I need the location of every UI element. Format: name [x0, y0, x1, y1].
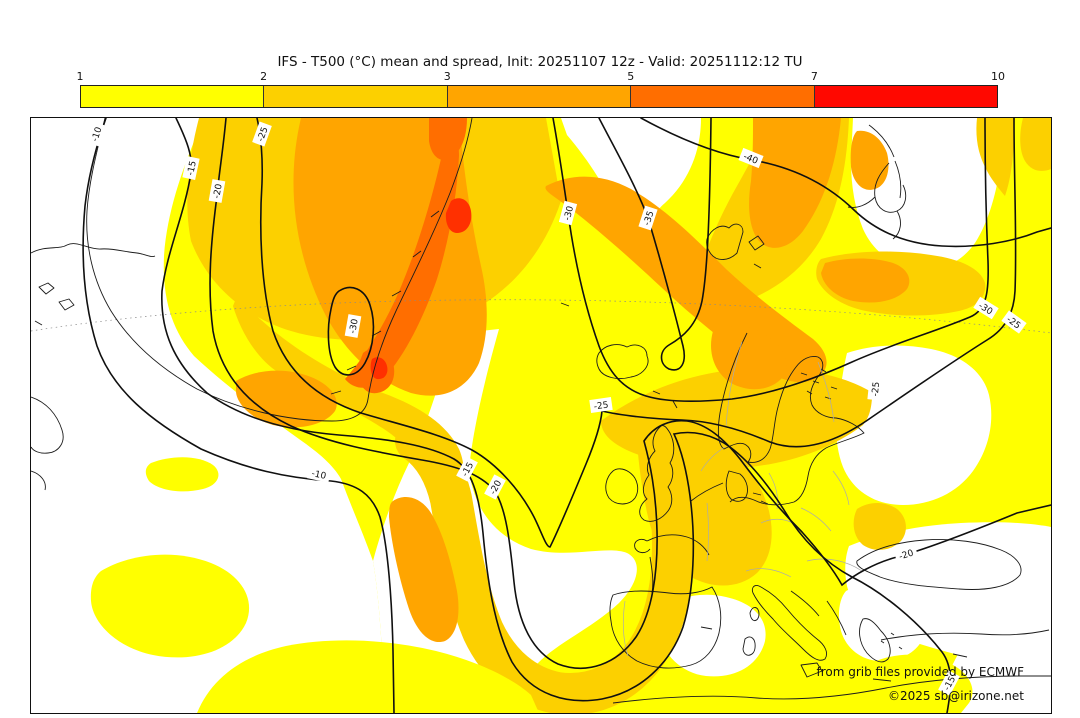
contour-minus-20 — [209, 118, 1051, 669]
contour-minus-15 — [161, 118, 952, 713]
colorbar-tick: 10 — [991, 70, 1005, 83]
colorbar-tick: 5 — [627, 70, 635, 83]
contour-label: -20 — [893, 544, 919, 564]
svg-text:-25: -25 — [871, 381, 882, 397]
contour-minus-40 — [640, 118, 1051, 248]
svg-text:-35: -35 — [642, 210, 656, 227]
svg-text:-30: -30 — [348, 318, 360, 334]
contour-label-layer: -10-15-20-25-30-30 -35-40-25-10 -15-20-25-… — [86, 121, 1027, 696]
contour-label: -25 — [867, 377, 883, 401]
colorbar: 1 2 3 5 7 10 — [77, 70, 1005, 108]
attribution-copyright: ©2025 sb@irizone.net — [888, 689, 1024, 703]
svg-text:-10: -10 — [90, 126, 104, 143]
contour-minus-30 — [552, 118, 990, 403]
contour-label: -30 — [344, 314, 362, 338]
svg-text:-20: -20 — [898, 548, 915, 562]
contour-label: -25 — [589, 397, 613, 413]
colorbar-tick: 7 — [810, 70, 818, 83]
colorbar-tick: 3 — [443, 70, 451, 83]
contour-label: -30 — [558, 200, 578, 226]
colorbar-tick: 1 — [76, 70, 84, 83]
colorbar-tick: 2 — [260, 70, 268, 83]
contour-label: -10 — [86, 121, 106, 147]
contour-label: -15 — [182, 155, 200, 181]
contour-minus-10 — [82, 118, 395, 713]
svg-text:-25: -25 — [593, 401, 609, 413]
country-border-layer — [622, 341, 863, 657]
svg-text:-15: -15 — [186, 160, 199, 176]
contour-label: -25 — [252, 121, 272, 147]
svg-text:-20: -20 — [212, 183, 224, 199]
page-title: IFS - T500 (°C) mean and spread, Init: 2… — [277, 54, 803, 70]
svg-text:-25: -25 — [256, 126, 270, 143]
contour-label: -10 — [306, 465, 332, 483]
map-panel: -10 -15 -20 -25 -30 -30 -35 -40 -25 -10 -15 -20 -25-… — [30, 117, 1052, 714]
colorbar-segment-2-3 — [264, 86, 448, 107]
colorbar-segment-7-10 — [814, 86, 998, 107]
map-svg: -10-15-20-25-30-30 -35-40-25-10 -15-20-25-… — [31, 118, 1051, 713]
coastline-layer — [31, 118, 1051, 704]
svg-text:-30: -30 — [563, 205, 577, 222]
colorbar-segment-3-5 — [447, 86, 632, 107]
contour-label: -35 — [638, 205, 658, 231]
colorbar-segments — [80, 85, 998, 108]
contour-minus-30-closed — [327, 286, 375, 376]
contour-line-layer — [82, 118, 1051, 713]
contour-minus-25 — [256, 118, 1017, 548]
svg-text:-10: -10 — [310, 469, 327, 482]
spread-fill-layer — [31, 118, 1051, 713]
contour-label: -20 — [208, 179, 226, 203]
graticule-layer — [31, 299, 1051, 334]
colorbar-segment-1-2 — [81, 86, 265, 107]
attribution-ecmwf: from grib files provided by ECMWF — [816, 665, 1024, 679]
colorbar-segment-5-7 — [631, 86, 815, 107]
